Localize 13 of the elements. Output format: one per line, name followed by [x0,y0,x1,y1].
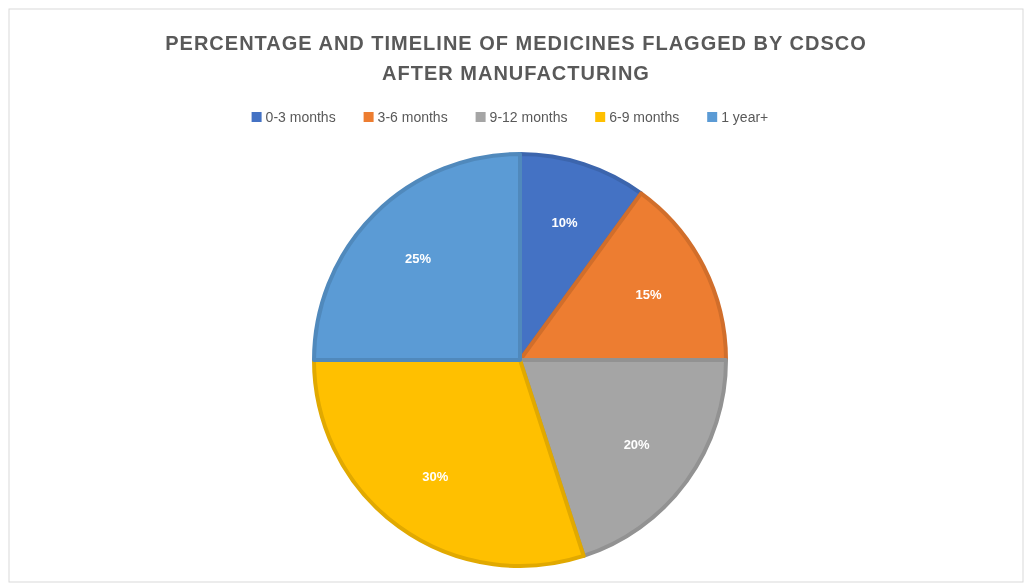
data-label: 20% [623,437,651,453]
data-label: 30% [422,469,449,485]
legend-label: 3-6 months [377,108,448,125]
chart-title: PERCENTAGE AND TIMELINE OF MEDICINES FLAGGED BY CDSCO AFTER MANUFACTURING [165,32,867,84]
legend-label: 6-9 months [609,108,680,125]
data-label: 10% [551,215,578,231]
pie-slice [312,358,586,568]
legend-label: 0-3 months [265,108,336,125]
legend-label: 1 year+ [721,108,769,125]
data-label: 25% [405,250,432,266]
data-label: 15% [635,287,662,303]
legend-label: 9-12 months [489,108,568,125]
pie-slice [312,152,522,362]
